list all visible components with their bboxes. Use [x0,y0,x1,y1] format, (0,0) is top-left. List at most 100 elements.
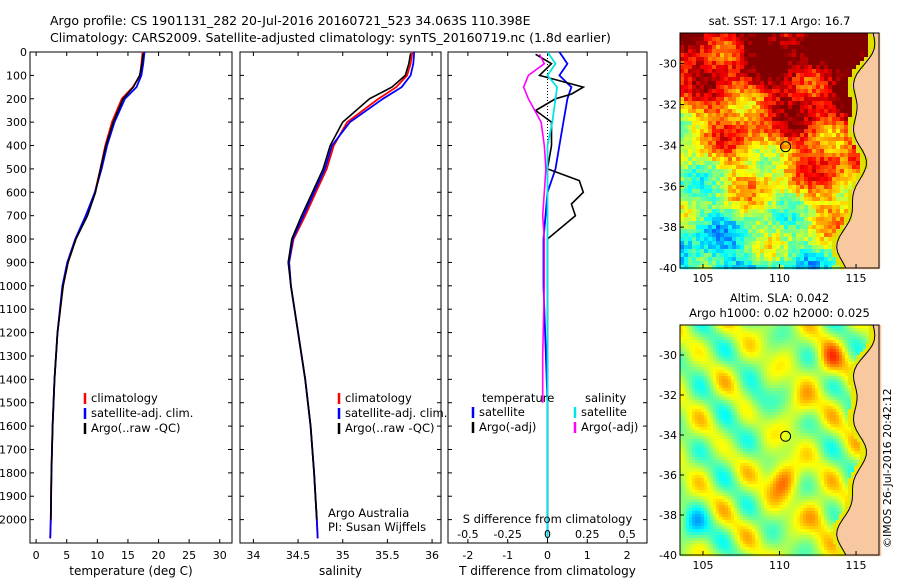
sst_map-cell [736,249,741,254]
sla_map-cell [854,331,858,335]
sst_map-cell [788,133,793,138]
sst_map-cell [860,249,865,254]
sla_map-cell [797,367,801,371]
sst_map-cell [832,185,837,190]
sst_map-cell [860,61,865,66]
sst_map-cell [772,57,777,62]
sst_map-cell [872,97,877,102]
sla_map-cell [845,361,849,365]
sst_map-cell [756,101,761,106]
sst_map-cell [832,161,837,166]
sla_map-cell [692,325,696,329]
sla_map-cell [836,400,840,404]
sst_map-cell [724,81,729,86]
sst_map-cell [728,241,733,246]
sst_map-cell [732,225,737,230]
sla_map-cell [809,343,813,347]
sst_map-cell [688,209,693,214]
sla_map-cell [713,385,717,389]
sst_map-cell [696,133,701,138]
sla_map-cell [875,355,879,359]
sst_map-cell [800,109,805,114]
sst_map-cell [728,137,733,142]
temperature-xlabel: temperature (deg C) [69,564,192,578]
sst_map-cell [792,165,797,170]
sla_map-cell [731,376,735,380]
sla_map-cell [713,328,717,332]
sst_map-cell [784,81,789,86]
sst_map-cell [788,193,793,198]
sla_map-cell [824,340,828,344]
sst_map-cell [728,93,733,98]
sla_map-cell [746,355,750,359]
sla_map-cell [737,385,741,389]
sst_map-cell [832,77,837,82]
sst_map-cell [760,257,765,262]
sst_map-cell [772,105,777,110]
sla_map-cell [860,391,864,395]
sla_map-cell [779,331,783,335]
sst_map-cell [856,81,861,86]
sla_map-cell [731,394,735,398]
sst_map-cell [872,261,877,266]
sst_map-cell [840,225,845,230]
sst_map-cell [768,209,773,214]
sla_map-cell [842,349,846,353]
sla_map-cell [839,400,843,404]
sst_map-cell [780,49,785,54]
temperature-ytick-label: 1900 [0,490,27,503]
sst_map-cell [724,165,729,170]
sst_map-cell [760,229,765,234]
sst_map-cell [836,97,841,102]
sla_map-cell [857,328,861,332]
sla_map-cell [701,343,705,347]
sst_map-cell [852,261,857,266]
sla_map-cell [806,346,810,350]
sla_map-cell [860,352,864,356]
sst_map-cell [696,37,701,42]
sla_map-cell [809,361,813,365]
sla_map-cell [767,385,771,389]
sla_map-cell [683,352,687,356]
sst_map-cell [808,85,813,90]
sst_map-cell [840,233,845,238]
sla_map-cell [707,337,711,341]
sla_map-cell [848,340,852,344]
sst_map-cell [828,133,833,138]
sst_map-cell [860,109,865,114]
sla_map-cell [713,403,717,407]
sst_map-cell [860,89,865,94]
sla_map-cell [785,397,789,401]
sst_map-cell [752,61,757,66]
sla_map-cell [719,346,723,350]
sst_map-cell [828,237,833,242]
sla_map-cell [680,352,684,356]
sst_map-cell [792,261,797,266]
sla_map-cell [683,382,687,386]
sla_map-cell [689,358,693,362]
sla_map-cell [710,352,714,356]
sst_map-cell [832,149,837,154]
sst_map-cell [716,49,721,54]
sla_map-cell [767,337,771,341]
sla_map-cell [728,397,732,401]
sst_map-cell [876,169,881,174]
sst_map-cell [740,149,745,154]
sst_map-cell [740,129,745,134]
sst_map-cell [860,205,865,210]
sla_map-cell [683,376,687,380]
sst_map-cell [744,237,749,242]
sla_map-cell [836,355,840,359]
sla_map-cell [824,379,828,383]
sla_map-cell [695,349,699,353]
sla_map-cell [788,373,792,377]
sst_map-cell [768,221,773,226]
sst_map-cell [792,113,797,118]
sst_map-cell [864,153,869,158]
sla_map-cell [716,355,720,359]
sla_map-cell [812,340,816,344]
sst_map-cell [864,49,869,54]
sla_map-cell [863,349,867,353]
sla_map-cell [785,361,789,365]
sla_map-cell [854,349,858,353]
